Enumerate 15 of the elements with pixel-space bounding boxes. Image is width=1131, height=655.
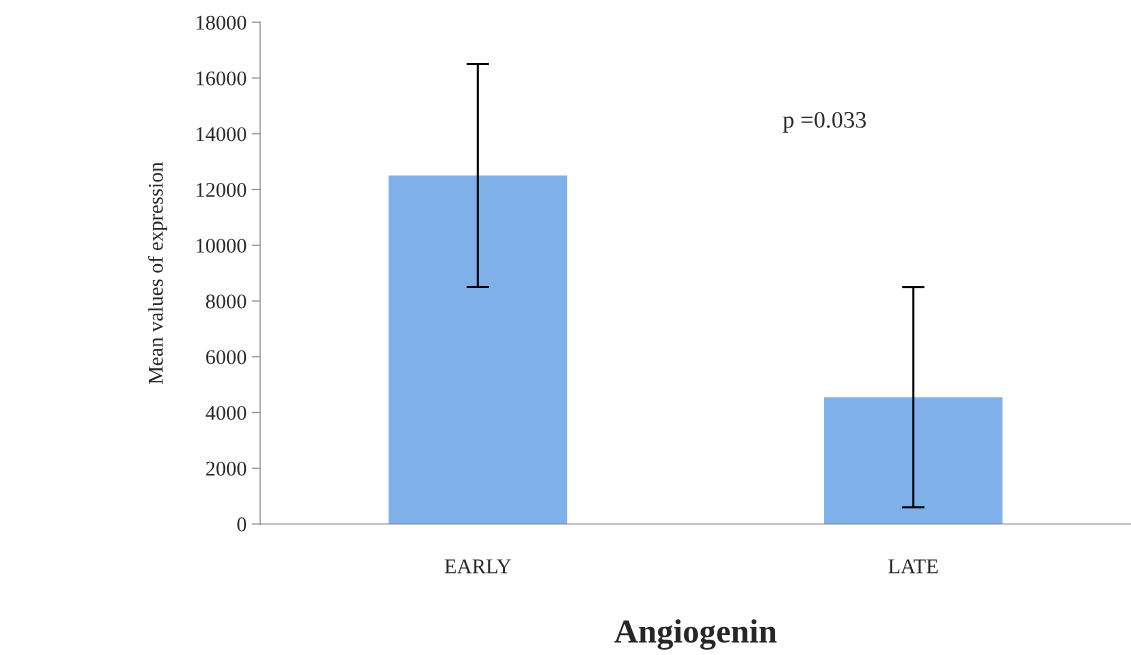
y-tick-label: 8000: [206, 294, 247, 309]
x-tick-label: LATE: [888, 559, 938, 574]
y-tick-label: 4000: [205, 405, 247, 420]
y-tick-label: 10000: [196, 238, 247, 253]
y-tick-label: 2000: [206, 461, 247, 476]
x-axis-title: Angiogenin: [614, 619, 777, 650]
y-axis-title: Mean values of expression: [147, 162, 168, 384]
y-tick-label: 16000: [196, 71, 247, 86]
y-tick-label: 0: [237, 517, 247, 532]
y-tick-label: 14000: [196, 127, 247, 142]
y-tick-label: 18000: [196, 15, 247, 30]
x-tick-label: EARLY: [444, 559, 511, 574]
annotation: p =0.033: [783, 111, 866, 133]
y-tick-label: 12000: [196, 182, 247, 197]
y-tick-label: 6000: [206, 350, 247, 365]
